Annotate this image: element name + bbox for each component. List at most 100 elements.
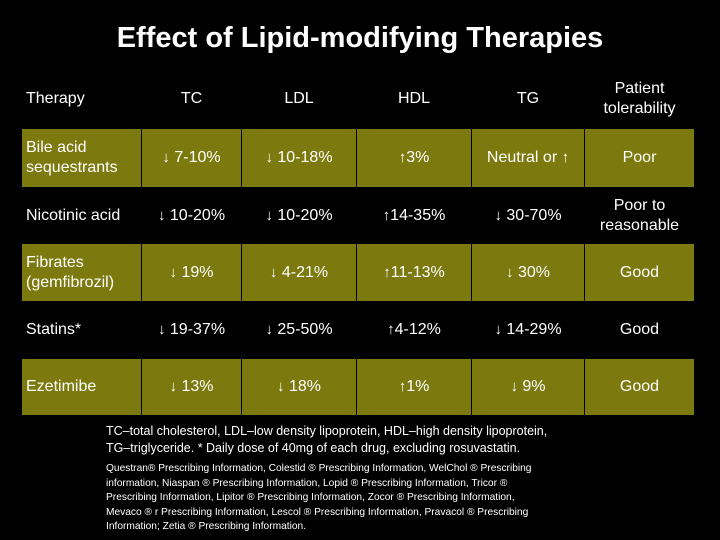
table-row-bile-acid: Bile acid sequestrants ↓ 7-10% ↓ 10-18% ↑… xyxy=(21,128,695,188)
down-arrow-icon: ↓ xyxy=(169,378,178,395)
tg-cell: ↓ 30% xyxy=(471,243,585,302)
footnote-line: TG–triglyceride. * Daily dose of 40mg of… xyxy=(106,441,521,455)
up-arrow-icon: ↑ xyxy=(398,149,407,166)
ldl-value: 18% xyxy=(288,378,321,395)
down-arrow-icon: ↓ xyxy=(157,206,166,224)
tg-cell: ↓ 9% xyxy=(471,358,585,416)
tg-cell: ↓ 30-70% xyxy=(471,187,585,244)
row-therapy: Ezetimibe xyxy=(21,358,142,416)
tc-value: 13% xyxy=(181,378,214,395)
down-arrow-icon: ↓ xyxy=(510,378,518,395)
tc-cell: ↓ 19% xyxy=(141,243,242,302)
tolerability-cell: Good xyxy=(584,243,695,302)
hdl-value: 1% xyxy=(406,378,430,395)
tc-value: 19% xyxy=(181,263,214,281)
table-row-statins: Statins* ↓ 19-37% ↓ 25-50% ↑4-12% ↓ 14-2… xyxy=(21,301,695,359)
reference-line: Questran® Prescribing Information, Coles… xyxy=(106,463,532,474)
down-arrow-icon: ↓ xyxy=(265,321,273,338)
up-arrow-icon: ↑ xyxy=(387,321,395,338)
tc-cell: ↓ 10-20% xyxy=(141,187,242,244)
ldl-value: 25-50% xyxy=(277,321,333,338)
hdl-value: 11-13% xyxy=(390,263,445,281)
therapy-line1: Fibrates xyxy=(26,253,84,271)
table-row-ezetimibe: Ezetimibe ↓ 13% ↓ 18% ↑1% ↓ 9% Good xyxy=(21,358,695,416)
tg-value: 30% xyxy=(517,263,550,281)
down-arrow-icon: ↓ xyxy=(157,321,166,338)
header-hdl: HDL xyxy=(356,69,472,129)
tc-cell: ↓ 7-10% xyxy=(141,128,242,188)
ldl-cell: ↓ 18% xyxy=(241,358,357,416)
ldl-value: 4-21% xyxy=(281,263,329,281)
hdl-cell: ↑4-12% xyxy=(356,301,472,359)
ldl-cell: ↓ 10-18% xyxy=(241,128,357,188)
down-arrow-icon: ↓ xyxy=(494,206,502,224)
tc-cell: ↓ 19-37% xyxy=(141,301,242,359)
table-row-fibrates: Fibrates (gemfibrozil) ↓ 19% ↓ 4-21% ↑11-… xyxy=(21,243,695,302)
therapy-line1: Bile acid xyxy=(26,139,87,156)
therapy-line2: (gemfibrozil) xyxy=(26,273,115,291)
down-arrow-icon: ↓ xyxy=(506,263,514,281)
header-therapy: Therapy xyxy=(21,69,142,129)
tolerability-cell: Poor to reasonable xyxy=(584,187,695,244)
tg-value: Neutral or xyxy=(486,149,558,166)
page-title: Effect of Lipid-modifying Therapies xyxy=(116,22,604,54)
header-row: Therapy TC LDL HDL TG Patient tolerabilit… xyxy=(21,69,695,129)
tc-cell: ↓ 13% xyxy=(141,358,242,416)
down-arrow-icon: ↓ xyxy=(494,321,502,338)
ldl-value: 10-20% xyxy=(277,206,333,224)
tolerability-line1: Poor to xyxy=(613,196,666,214)
down-arrow-icon: ↓ xyxy=(162,149,170,166)
down-arrow-icon: ↓ xyxy=(265,149,273,166)
hdl-value: 3% xyxy=(406,149,430,166)
reference-line: Information; Zetia ® Prescribing Informa… xyxy=(106,521,307,533)
tg-value: 9% xyxy=(522,378,546,395)
tg-value: 14-29% xyxy=(506,321,562,338)
header-ldl: LDL xyxy=(241,69,357,129)
down-arrow-icon: ↓ xyxy=(277,378,285,395)
ldl-value: 10-18% xyxy=(277,149,333,166)
ldl-cell: ↓ 4-21% xyxy=(241,243,357,302)
header-tolerability-line1: Patient xyxy=(614,80,665,97)
down-arrow-icon: ↓ xyxy=(265,206,273,224)
up-arrow-icon: ↑ xyxy=(383,263,391,281)
reference-line: Mevaco ® r Prescribing Information, Lesc… xyxy=(106,506,529,518)
tolerability-cell: Poor xyxy=(584,128,695,188)
tg-value: 30-70% xyxy=(506,206,562,224)
row-therapy: Fibrates (gemfibrozil) xyxy=(21,243,142,302)
hdl-cell: ↑1% xyxy=(356,358,472,416)
tg-cell: Neutral or ↑ xyxy=(471,128,585,188)
up-arrow-icon: ↑ xyxy=(382,206,391,224)
therapy-line2: sequestrants xyxy=(26,159,118,176)
hdl-cell: ↑11-13% xyxy=(356,243,472,302)
tolerability-line2: reasonable xyxy=(599,216,680,234)
hdl-cell: ↑14-35% xyxy=(356,187,472,244)
hdl-value: 14-35% xyxy=(390,206,446,224)
footnote-line: TC–total cholesterol, LDL–low density li… xyxy=(106,424,548,438)
row-therapy: Nicotinic acid xyxy=(21,187,142,244)
header-tc: TC xyxy=(141,69,242,129)
up-arrow-icon: ↑ xyxy=(398,378,407,395)
ldl-cell: ↓ 25-50% xyxy=(241,301,357,359)
down-arrow-icon: ↓ xyxy=(169,263,178,281)
tc-value: 10-20% xyxy=(169,206,226,224)
reference-line: Prescribing Information, Lipitor ® Presc… xyxy=(106,492,515,504)
reference-line: information, Niaspan ® Prescribing Infor… xyxy=(106,477,508,489)
tc-value: 19-37% xyxy=(169,321,226,338)
row-therapy: Statins* xyxy=(21,301,142,359)
hdl-value: 4-12% xyxy=(394,321,441,338)
up-arrow-icon: ↑ xyxy=(561,149,570,166)
header-tg: TG xyxy=(471,69,585,129)
header-tolerability-line2: tolerability xyxy=(603,100,676,117)
references: Questran® Prescribing Information, Coles… xyxy=(106,462,626,535)
row-therapy: Bile acid sequestrants xyxy=(21,128,142,188)
lipid-therapy-table: Therapy TC LDL HDL TG Patient tolerabilit… xyxy=(21,69,695,416)
ldl-cell: ↓ 10-20% xyxy=(241,187,357,244)
tolerability-cell: Good xyxy=(584,358,695,416)
tg-cell: ↓ 14-29% xyxy=(471,301,585,359)
header-tolerability: Patient tolerability xyxy=(584,69,695,129)
abbreviations-footnote: TC–total cholesterol, LDL–low density li… xyxy=(106,423,706,457)
tc-value: 7-10% xyxy=(174,149,221,166)
down-arrow-icon: ↓ xyxy=(269,263,278,281)
table-row-nicotinic-acid: Nicotinic acid ↓ 10-20% ↓ 10-20% ↑14-35%… xyxy=(21,187,695,244)
tolerability-cell: Good xyxy=(584,301,695,359)
